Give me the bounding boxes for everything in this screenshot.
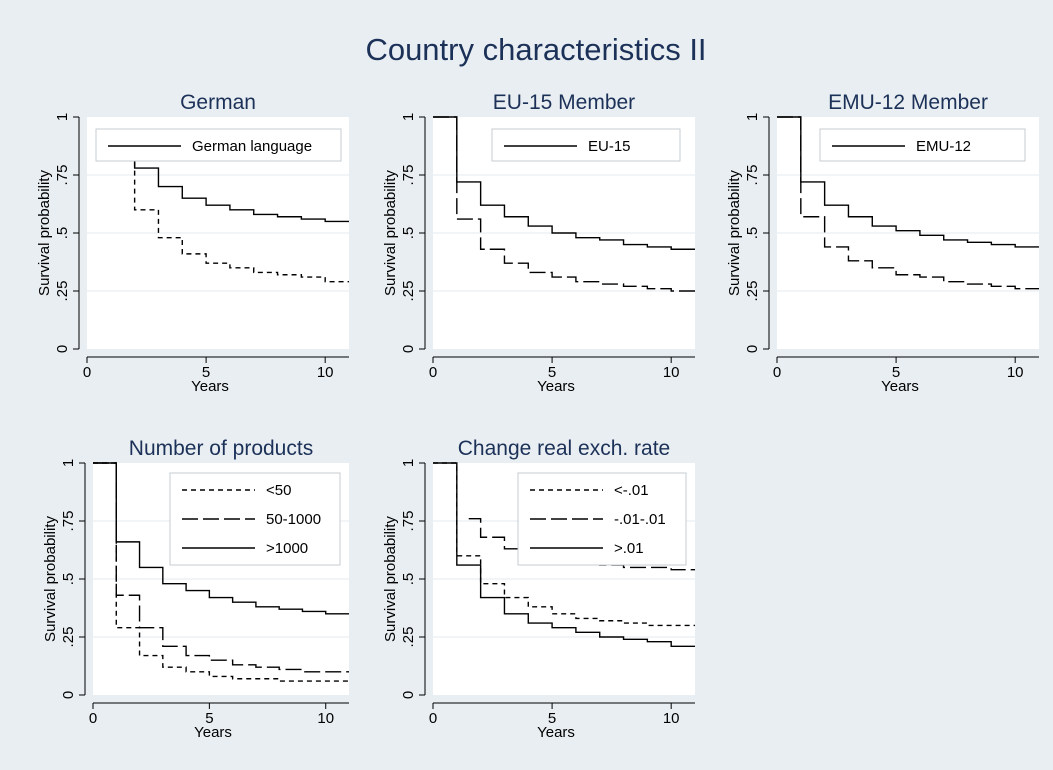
legend-label: >1000: [266, 540, 308, 557]
legend-label: 50-1000: [266, 511, 321, 528]
y-tick-label: .25: [400, 627, 417, 648]
x-tick-label: 0: [83, 364, 91, 381]
panel-title: EMU-12 Member: [828, 91, 988, 114]
y-tick-label: .5: [400, 573, 417, 586]
y-tick-label: .25: [54, 281, 71, 302]
series-line-1: [433, 116, 695, 250]
x-axis-label: Years: [881, 378, 919, 395]
y-tick-label: .75: [744, 165, 761, 186]
series-line-1: [777, 116, 1039, 248]
y-tick-label: 0: [400, 345, 417, 353]
y-tick-label: 1: [400, 459, 417, 467]
y-tick-label: .75: [400, 511, 417, 532]
legend-box: [819, 128, 1026, 162]
y-tick-label: .75: [400, 165, 417, 186]
x-tick-label: 10: [317, 364, 334, 381]
y-axis-label: Survival probability: [382, 170, 399, 296]
series-line-2: [777, 116, 1039, 290]
legend-label: EMU-12: [916, 138, 971, 155]
series-line-1: [110, 148, 349, 223]
x-tick-label: 5: [548, 710, 556, 727]
y-axis-label: Survival probability: [42, 516, 59, 642]
x-axis-label: Years: [537, 724, 575, 741]
legend: <50 50-1000 >1000: [169, 472, 341, 566]
y-axis-label: Survival probability: [382, 516, 399, 642]
x-tick-label: 5: [202, 364, 210, 381]
y-tick-label: .5: [400, 227, 417, 240]
legend-label: -.01-.01: [614, 511, 666, 528]
x-tick-label: 0: [89, 710, 97, 727]
x-tick-label: 5: [892, 364, 900, 381]
series-line-3: [433, 462, 695, 647]
y-tick-label: .25: [400, 281, 417, 302]
legend: EMU-12: [819, 128, 1026, 162]
x-axis-label: Years: [194, 724, 232, 741]
x-tick-label: 10: [663, 364, 680, 381]
y-tick-label: 1: [60, 459, 77, 467]
figure-title: Country characteristics II: [365, 32, 706, 67]
x-tick-label: 0: [429, 710, 437, 727]
x-tick-label: 0: [773, 364, 781, 381]
panel-title: Number of products: [129, 437, 313, 460]
legend-label: German language: [192, 138, 312, 155]
panel-title: German: [180, 91, 256, 114]
legend-label: >.01: [614, 540, 644, 557]
y-tick-label: 0: [744, 345, 761, 353]
series-line-2: [93, 462, 349, 673]
series-line-2: [433, 116, 695, 292]
y-tick-label: .25: [744, 281, 761, 302]
x-tick-label: 5: [548, 364, 556, 381]
series-line-3: [93, 462, 349, 615]
x-axis-label: Years: [191, 378, 229, 395]
y-tick-label: .5: [744, 227, 761, 240]
y-tick-label: 0: [54, 345, 71, 353]
x-tick-label: 10: [1007, 364, 1024, 381]
y-tick-label: .25: [60, 627, 77, 648]
y-tick-label: 1: [744, 113, 761, 121]
legend: EU-15: [491, 128, 681, 162]
legend-box: [95, 128, 342, 162]
legend-label: <-.01: [614, 482, 649, 499]
y-tick-label: 0: [60, 691, 77, 699]
legend-label: <50: [266, 482, 291, 499]
x-tick-label: 10: [663, 710, 680, 727]
y-tick-label: .5: [54, 227, 71, 240]
x-tick-label: 10: [317, 710, 334, 727]
x-tick-label: 5: [205, 710, 213, 727]
x-tick-label: 0: [429, 364, 437, 381]
legend-label: EU-15: [588, 138, 631, 155]
y-tick-label: 1: [400, 113, 417, 121]
y-axis-label: Survival probability: [36, 170, 53, 296]
legend: German language: [95, 128, 342, 162]
y-axis-label: Survival probability: [726, 170, 743, 296]
y-tick-label: 0: [400, 691, 417, 699]
y-tick-label: .75: [60, 511, 77, 532]
series-line-2: [110, 148, 349, 283]
legend: <-.01 -.01-.01 >.01: [517, 472, 687, 566]
y-tick-label: .75: [54, 165, 71, 186]
y-tick-label: 1: [54, 113, 71, 121]
panel-title: Change real exch. rate: [458, 437, 670, 460]
x-axis-label: Years: [537, 378, 575, 395]
legend-box: [491, 128, 681, 162]
y-tick-label: .5: [60, 573, 77, 586]
panel-title: EU-15 Member: [493, 91, 635, 114]
